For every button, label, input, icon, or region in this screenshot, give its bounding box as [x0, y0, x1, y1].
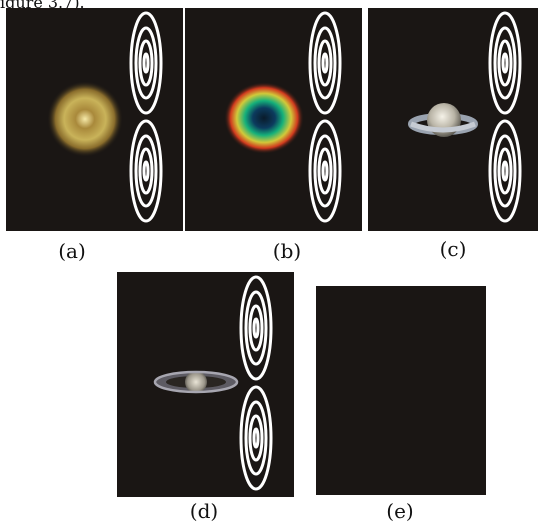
- panel-c: [368, 8, 538, 231]
- nebula-image: [47, 81, 123, 157]
- ring-pattern-icon: [239, 275, 273, 491]
- label-b: (b): [272, 239, 302, 263]
- panel-d: [117, 272, 294, 497]
- saturn-image: [153, 370, 239, 394]
- label-c: (c): [439, 237, 467, 261]
- panel-b: [185, 8, 362, 231]
- nebula-image: [224, 82, 304, 154]
- panel-c-graphic: [408, 11, 522, 223]
- label-e: (e): [386, 499, 414, 523]
- panel-a: [6, 8, 183, 231]
- panel-b-graphic: [224, 11, 342, 223]
- panel-e: [316, 286, 486, 495]
- label-a: (a): [58, 239, 86, 263]
- saturn-image: [408, 103, 478, 137]
- panel-d-graphic: [153, 275, 273, 491]
- ring-pattern-icon: [308, 11, 342, 223]
- ring-pattern-icon: [129, 11, 163, 223]
- ring-pattern-icon: [488, 11, 522, 223]
- panel-a-graphic: [47, 11, 163, 223]
- label-d: (d): [189, 499, 219, 523]
